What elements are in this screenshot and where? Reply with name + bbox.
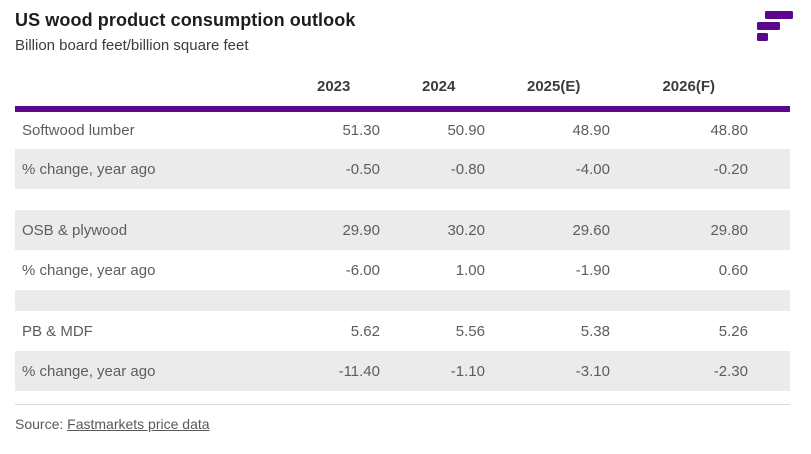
cell-value: 29.80 bbox=[652, 210, 790, 250]
cell-value: 51.30 bbox=[317, 109, 422, 149]
fastmarkets-logo-icon bbox=[757, 11, 793, 41]
cell-value: 0.60 bbox=[652, 250, 790, 290]
row-label: Softwood lumber bbox=[15, 109, 317, 149]
header-cell-2024: 2024 bbox=[422, 71, 527, 112]
row-label: % change, year ago bbox=[15, 149, 317, 189]
header-cell-2023: 2023 bbox=[317, 71, 422, 112]
consumption-table: 2023 2024 2025(E) 2026(F) Softwood lumbe… bbox=[15, 71, 790, 405]
spacer-cell bbox=[15, 290, 790, 311]
table-row-softwood-pct-change: % change, year ago -0.50 -0.80 -4.00 -0.… bbox=[15, 149, 790, 189]
spacer-row bbox=[15, 290, 790, 311]
cell-value: -3.10 bbox=[527, 351, 652, 391]
source-prefix: Source: bbox=[15, 415, 68, 432]
cell-value: 29.90 bbox=[317, 210, 422, 250]
logo-bar-middle bbox=[757, 22, 780, 30]
cell-value: 5.26 bbox=[652, 311, 790, 351]
row-label: PB & MDF bbox=[15, 311, 317, 351]
cell-value: 48.90 bbox=[527, 109, 652, 149]
logo-bar-bottom bbox=[757, 33, 768, 41]
cell-value: 50.90 bbox=[422, 109, 527, 149]
logo-bar-top bbox=[765, 11, 793, 19]
cell-value: -0.50 bbox=[317, 149, 422, 189]
cell-value: -4.00 bbox=[527, 149, 652, 189]
table-row-pb-mdf: PB & MDF 5.62 5.56 5.38 5.26 bbox=[15, 311, 790, 351]
cell-value: -1.90 bbox=[527, 250, 652, 290]
cell-value: -2.30 bbox=[652, 351, 790, 391]
table-row-osb-pct-change: % change, year ago -6.00 1.00 -1.90 0.60 bbox=[15, 250, 790, 290]
source-line: Source: Fastmarkets price data bbox=[15, 416, 811, 432]
table-row-pbmdf-pct-change: % change, year ago -11.40 -1.10 -3.10 -2… bbox=[15, 351, 790, 391]
cell-value: -1.10 bbox=[422, 351, 527, 391]
cell-value: 1.00 bbox=[422, 250, 527, 290]
cell-value: -6.00 bbox=[317, 250, 422, 290]
source-link[interactable]: Fastmarkets price data bbox=[67, 415, 210, 432]
row-label: OSB & plywood bbox=[15, 210, 317, 250]
header: US wood product consumption outlook Bill… bbox=[0, 0, 811, 55]
cell-value: 30.20 bbox=[422, 210, 527, 250]
page-subtitle: Billion board feet/billion square feet bbox=[15, 37, 249, 54]
table-row-softwood-lumber: Softwood lumber 51.30 50.90 48.90 48.80 bbox=[15, 109, 790, 149]
table-row-osb-plywood: OSB & plywood 29.90 30.20 29.60 29.80 bbox=[15, 210, 790, 250]
header-row: 2023 2024 2025(E) 2026(F) bbox=[15, 71, 790, 112]
cell-value: -0.80 bbox=[422, 149, 527, 189]
header-cell-blank bbox=[15, 71, 317, 112]
row-label: % change, year ago bbox=[15, 351, 317, 391]
cell-value: -11.40 bbox=[317, 351, 422, 391]
cell-value: 5.38 bbox=[527, 311, 652, 351]
spacer-row bbox=[15, 391, 790, 404]
cell-value: 48.80 bbox=[652, 109, 790, 149]
cell-value: 5.62 bbox=[317, 311, 422, 351]
spacer-cell bbox=[15, 391, 790, 404]
spacer-row bbox=[15, 189, 790, 210]
page-title: US wood product consumption outlook bbox=[15, 10, 356, 30]
title-block: US wood product consumption outlook Bill… bbox=[15, 9, 355, 55]
row-label: % change, year ago bbox=[15, 250, 317, 290]
cell-value: -0.20 bbox=[652, 149, 790, 189]
cell-value: 5.56 bbox=[422, 311, 527, 351]
header-cell-2026f: 2026(F) bbox=[652, 71, 790, 112]
header-cell-2025e: 2025(E) bbox=[527, 71, 652, 112]
cell-value: 29.60 bbox=[527, 210, 652, 250]
spacer-cell bbox=[15, 189, 790, 210]
